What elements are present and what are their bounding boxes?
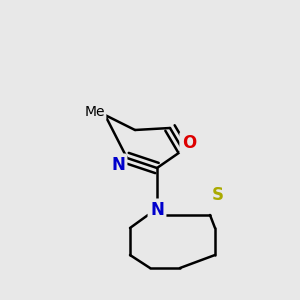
Text: N: N — [111, 156, 125, 174]
Text: S: S — [212, 186, 224, 204]
Text: Me: Me — [85, 105, 105, 119]
Text: O: O — [182, 134, 196, 152]
Text: N: N — [150, 201, 164, 219]
